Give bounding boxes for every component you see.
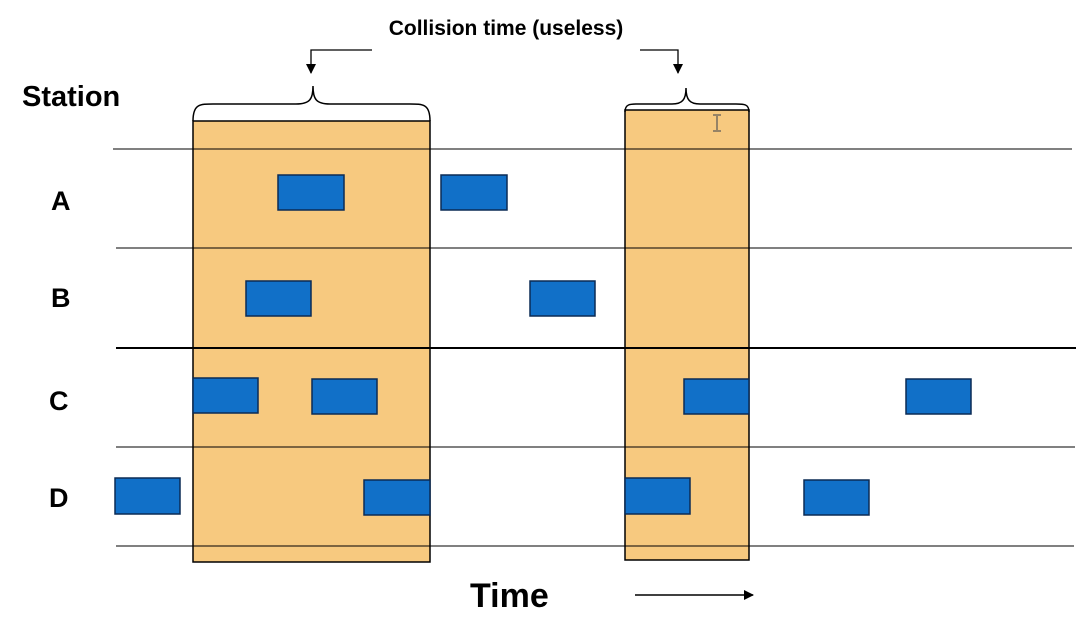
curly-brace-icon bbox=[192, 85, 750, 122]
frame-d-1 bbox=[114, 477, 181, 515]
frame-b-1 bbox=[245, 280, 312, 317]
station-label-d: D bbox=[49, 483, 69, 513]
caption-arrow-left bbox=[306, 49, 372, 74]
text-cursor-icon bbox=[713, 114, 721, 132]
caption-arrow-right bbox=[640, 49, 683, 74]
frames bbox=[114, 174, 972, 516]
station-label-c: C bbox=[49, 386, 69, 416]
brace-2 bbox=[624, 87, 750, 113]
lane-lines bbox=[113, 148, 1076, 547]
caption: Collision time (useless) bbox=[389, 17, 624, 40]
frame-a-1 bbox=[277, 174, 345, 211]
frame-b-2 bbox=[529, 280, 596, 317]
frame-d-3 bbox=[624, 477, 691, 515]
frame-d-2 bbox=[363, 479, 431, 516]
frame-c-4 bbox=[905, 378, 972, 415]
station-label-b: B bbox=[51, 283, 71, 313]
time-label: Time bbox=[470, 577, 549, 615]
frame-c-3 bbox=[683, 378, 750, 415]
frame-d-4 bbox=[803, 479, 870, 516]
frame-c-2 bbox=[311, 378, 378, 415]
down-arrow-icon bbox=[306, 49, 683, 74]
brace-1 bbox=[192, 85, 431, 122]
station-label-a: A bbox=[51, 186, 71, 216]
frame-c-1 bbox=[192, 377, 259, 414]
frame-a-2 bbox=[440, 174, 508, 211]
axis-title: Station bbox=[22, 81, 120, 113]
